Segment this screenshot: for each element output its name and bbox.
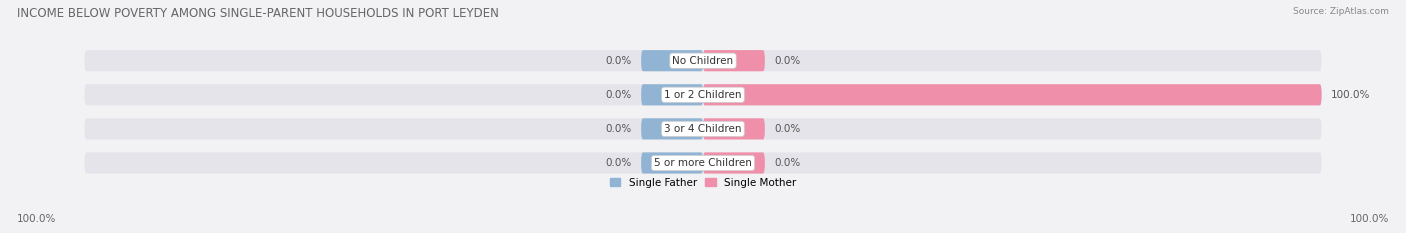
FancyBboxPatch shape bbox=[84, 50, 1322, 71]
Text: 0.0%: 0.0% bbox=[606, 158, 631, 168]
FancyBboxPatch shape bbox=[641, 84, 703, 105]
Text: 0.0%: 0.0% bbox=[606, 124, 631, 134]
Text: INCOME BELOW POVERTY AMONG SINGLE-PARENT HOUSEHOLDS IN PORT LEYDEN: INCOME BELOW POVERTY AMONG SINGLE-PARENT… bbox=[17, 7, 499, 20]
Text: 100.0%: 100.0% bbox=[1350, 214, 1389, 224]
FancyBboxPatch shape bbox=[641, 50, 703, 71]
Text: 0.0%: 0.0% bbox=[775, 124, 800, 134]
FancyBboxPatch shape bbox=[703, 50, 765, 71]
Text: 0.0%: 0.0% bbox=[606, 56, 631, 66]
Text: 100.0%: 100.0% bbox=[1331, 90, 1371, 100]
Legend: Single Father, Single Mother: Single Father, Single Mother bbox=[610, 178, 796, 188]
FancyBboxPatch shape bbox=[703, 152, 765, 174]
Text: 0.0%: 0.0% bbox=[775, 158, 800, 168]
Text: 1 or 2 Children: 1 or 2 Children bbox=[664, 90, 742, 100]
Text: 5 or more Children: 5 or more Children bbox=[654, 158, 752, 168]
FancyBboxPatch shape bbox=[703, 84, 1322, 105]
Text: 0.0%: 0.0% bbox=[775, 56, 800, 66]
FancyBboxPatch shape bbox=[84, 84, 1322, 105]
FancyBboxPatch shape bbox=[84, 118, 1322, 140]
FancyBboxPatch shape bbox=[703, 118, 765, 140]
FancyBboxPatch shape bbox=[641, 152, 703, 174]
FancyBboxPatch shape bbox=[84, 152, 1322, 174]
Text: 100.0%: 100.0% bbox=[17, 214, 56, 224]
Text: Source: ZipAtlas.com: Source: ZipAtlas.com bbox=[1294, 7, 1389, 16]
FancyBboxPatch shape bbox=[641, 118, 703, 140]
Text: 3 or 4 Children: 3 or 4 Children bbox=[664, 124, 742, 134]
Text: No Children: No Children bbox=[672, 56, 734, 66]
Text: 0.0%: 0.0% bbox=[606, 90, 631, 100]
